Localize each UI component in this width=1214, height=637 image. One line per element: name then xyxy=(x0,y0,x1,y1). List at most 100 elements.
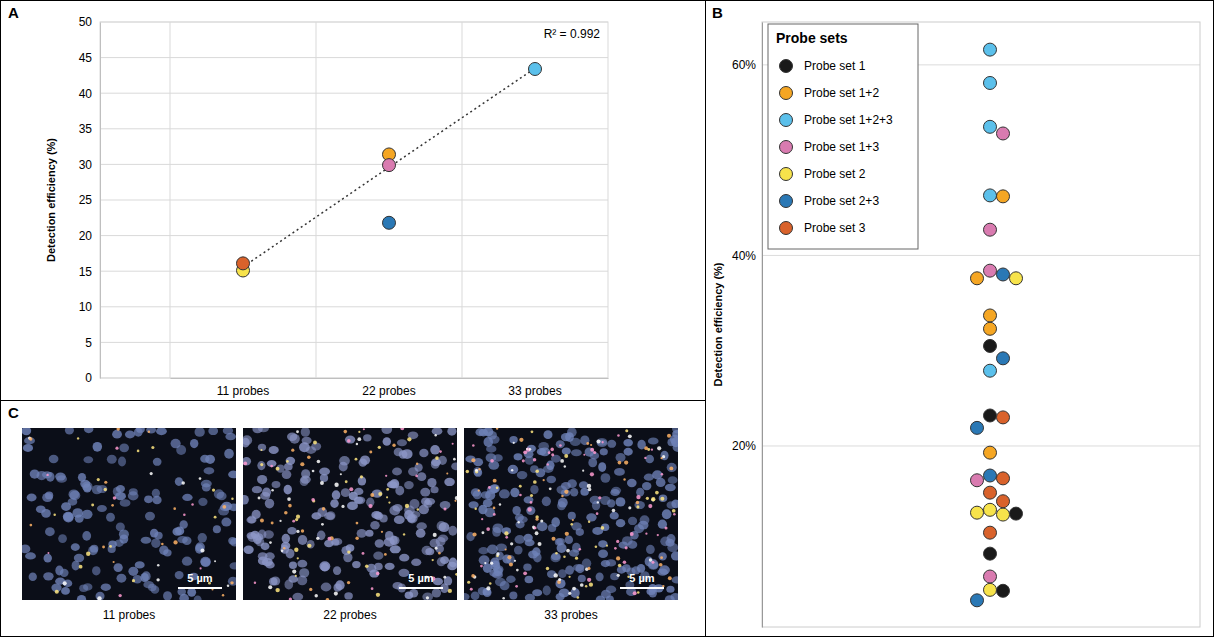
point xyxy=(971,594,984,607)
cell xyxy=(525,539,535,546)
cell xyxy=(112,430,122,439)
spot xyxy=(549,487,552,490)
legend-label: Probe set 1+2+3 xyxy=(804,113,893,127)
spot xyxy=(526,448,528,450)
spot xyxy=(156,578,159,581)
cell xyxy=(307,540,315,549)
cell xyxy=(598,462,606,472)
spot xyxy=(403,533,405,535)
panel-divider xyxy=(705,0,706,637)
spot xyxy=(356,522,359,525)
spot xyxy=(564,465,566,467)
spot xyxy=(363,428,365,430)
cell xyxy=(588,458,597,467)
spot xyxy=(326,598,330,600)
spot xyxy=(535,518,538,521)
point xyxy=(997,411,1010,424)
cell xyxy=(371,511,382,519)
spot xyxy=(481,531,484,534)
cell xyxy=(558,569,567,578)
spot xyxy=(669,466,673,470)
cell xyxy=(243,438,250,448)
spot xyxy=(289,597,292,600)
point xyxy=(997,127,1010,140)
cell xyxy=(286,457,296,465)
cell xyxy=(672,576,678,583)
spot xyxy=(385,475,387,477)
cell xyxy=(262,488,271,497)
axis-title: Detection efficiency (%) xyxy=(712,262,724,386)
point xyxy=(984,322,997,335)
spot xyxy=(505,548,507,550)
spot xyxy=(582,470,584,472)
spot xyxy=(296,430,299,433)
point xyxy=(971,474,984,487)
spot xyxy=(496,428,498,430)
cell xyxy=(128,491,139,500)
spot xyxy=(480,565,483,568)
spot xyxy=(522,459,525,462)
spot xyxy=(587,484,591,488)
spot xyxy=(504,531,508,535)
spot xyxy=(636,505,639,508)
spot xyxy=(287,497,291,501)
cell xyxy=(330,499,339,508)
cell xyxy=(557,501,566,510)
cell xyxy=(523,563,531,570)
scale-bar xyxy=(178,587,222,589)
spot xyxy=(358,431,360,433)
spot xyxy=(618,564,622,568)
spot xyxy=(435,547,438,550)
tick: 40% xyxy=(732,249,762,263)
cell xyxy=(43,572,53,580)
spot xyxy=(55,590,59,594)
spot xyxy=(673,513,676,516)
panel-a: A0510152025303540455011 probes22 probes3… xyxy=(8,4,609,398)
point xyxy=(997,352,1010,365)
cell xyxy=(221,518,231,527)
spot xyxy=(316,537,319,540)
cell xyxy=(22,545,30,554)
spot xyxy=(315,594,318,597)
spot xyxy=(271,489,274,492)
cell xyxy=(49,455,59,463)
micrograph-background xyxy=(22,428,236,600)
tick: 33 probes xyxy=(508,378,561,398)
spot xyxy=(623,478,625,480)
cell xyxy=(492,527,501,537)
spot xyxy=(381,531,383,533)
spot xyxy=(454,500,456,502)
point xyxy=(997,190,1010,203)
cell xyxy=(134,428,143,437)
cell xyxy=(526,506,535,515)
cell xyxy=(509,436,517,443)
cell xyxy=(427,478,436,488)
spot xyxy=(478,489,480,491)
cell xyxy=(344,592,353,599)
spot xyxy=(276,467,280,471)
cell xyxy=(228,471,236,479)
cell xyxy=(265,499,274,509)
cell xyxy=(97,485,108,493)
spot xyxy=(341,505,344,508)
cell xyxy=(543,586,551,596)
grid-line xyxy=(100,93,608,94)
panel-label: A xyxy=(8,4,19,21)
cell xyxy=(252,428,262,433)
point xyxy=(984,526,997,539)
spot xyxy=(439,450,442,453)
spot xyxy=(292,570,296,574)
grid-line xyxy=(100,164,608,165)
spot xyxy=(587,567,590,570)
spot xyxy=(443,507,446,510)
cell xyxy=(143,581,154,588)
cell xyxy=(320,474,328,482)
cell xyxy=(524,496,534,503)
spot xyxy=(258,497,261,500)
cell xyxy=(92,566,101,575)
cell xyxy=(282,470,292,479)
scale-bar xyxy=(399,587,443,589)
micrograph xyxy=(22,428,236,600)
cell xyxy=(195,428,205,437)
spot xyxy=(400,428,404,430)
